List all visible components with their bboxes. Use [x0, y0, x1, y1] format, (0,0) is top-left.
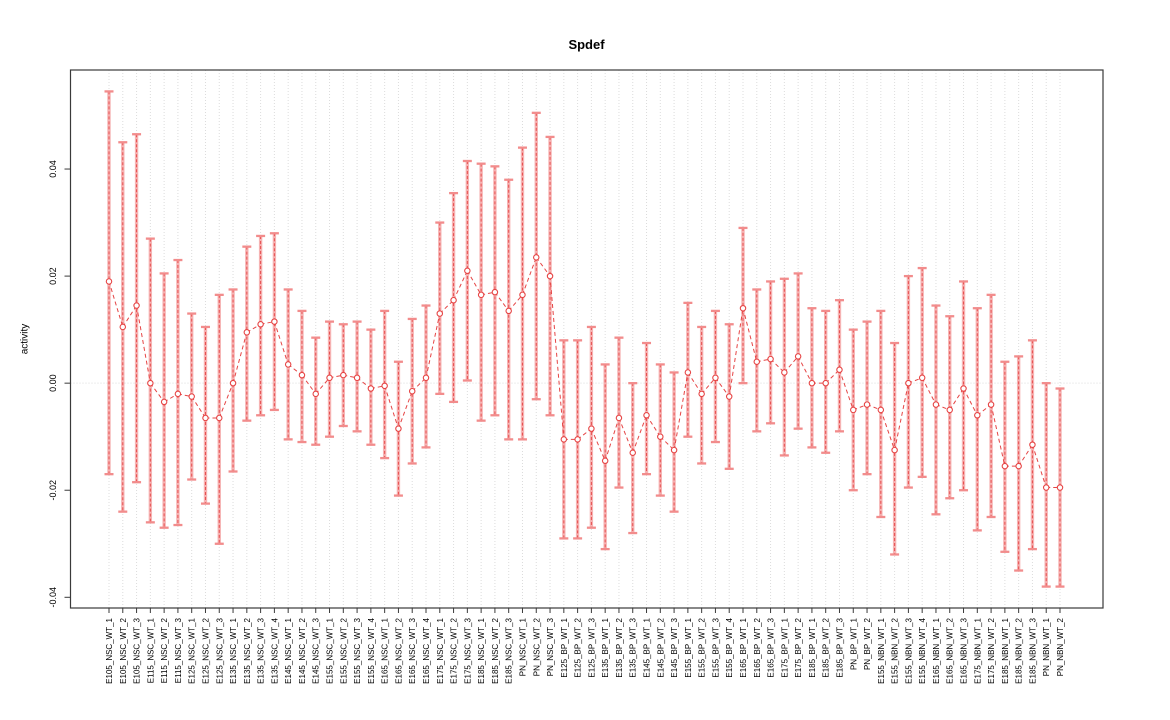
x-tick-label: E125_NSC_WT_2: [201, 617, 210, 683]
y-tick-label: -0.04: [48, 587, 58, 608]
x-tick-label: E185_NSC_WT_2: [491, 617, 500, 683]
data-points: [105, 254, 1064, 491]
x-tick-label: E135_NSC_WT_2: [243, 617, 252, 683]
x-tick-label: E165_NSC_WT_4: [422, 617, 431, 683]
x-tick-label: E165_NSC_WT_3: [408, 617, 417, 683]
x-tick-label: E125_BP_WT_3: [587, 617, 596, 677]
x-tick-label: E165_NBN_WT_2: [946, 617, 955, 683]
x-tick-label: PN_NBN_WT_2: [1056, 617, 1065, 676]
x-tick-label: E175_BP_WT_2: [794, 617, 803, 677]
error-whiskers: [108, 91, 1061, 587]
x-tick-label: E155_NBN_WT_2: [891, 617, 900, 683]
chart-title: Spdef: [568, 37, 605, 52]
x-tick-label: E185_BP_WT_1: [808, 617, 817, 677]
gridlines: [70, 70, 1103, 608]
x-tick-label: E165_BP_WT_1: [739, 617, 748, 677]
x-axis: E105_NSC_WT_1 E105_NSC_WT_2 E105_NSC_WT_3 E…: [105, 608, 1065, 684]
x-tick-label: PN_NBN_WT_1: [1042, 617, 1051, 676]
x-tick-label: PN_NSC_WT_1: [518, 617, 527, 676]
x-tick-label: E165_BP_WT_2: [753, 617, 762, 677]
x-tick-label: E185_NBN_WT_3: [1028, 617, 1037, 683]
x-tick-label: E175_NBN_WT_1: [973, 617, 982, 683]
x-tick-label: PN_NSC_WT_2: [532, 617, 541, 676]
x-tick-label: E115_NSC_WT_2: [160, 617, 169, 683]
x-tick-label: E155_NSC_WT_4: [367, 617, 376, 683]
x-tick-label: E125_BP_WT_1: [560, 617, 569, 677]
series-line: [108, 257, 1060, 489]
y-tick-label: 0.04: [48, 160, 58, 178]
x-tick-label: PN_BP_WT_2: [863, 617, 872, 670]
error-caps: [104, 90, 1065, 588]
x-tick-label: E105_NSC_WT_3: [133, 617, 142, 683]
x-tick-label: E145_BP_WT_1: [643, 617, 652, 677]
y-axis-label: activity: [19, 323, 31, 355]
x-tick-label: E185_NBN_WT_2: [1015, 617, 1024, 683]
y-axis: -0.04 -0.02 0.00 0.02 0.04: [48, 160, 71, 608]
x-tick-label: E145_NSC_WT_3: [312, 617, 321, 683]
x-tick-label: E185_NSC_WT_3: [505, 617, 514, 683]
x-tick-label: E185_NBN_WT_1: [1001, 617, 1010, 683]
x-tick-label: E155_BP_WT_1: [684, 617, 693, 677]
x-tick-label: E145_BP_WT_2: [656, 617, 665, 677]
x-tick-label: E165_NSC_WT_1: [381, 617, 390, 683]
x-tick-label: E175_NSC_WT_3: [463, 617, 472, 683]
x-tick-label: E175_NSC_WT_1: [436, 617, 445, 683]
x-tick-label: E135_NSC_WT_1: [229, 617, 238, 683]
x-tick-label: E135_NSC_WT_3: [257, 617, 266, 683]
x-tick-label: E165_BP_WT_3: [767, 617, 776, 677]
x-tick-label: E145_NSC_WT_2: [298, 617, 307, 683]
x-tick-label: E185_NSC_WT_1: [477, 617, 486, 683]
x-tick-label: E145_BP_WT_3: [670, 617, 679, 677]
x-tick-label: E135_BP_WT_2: [615, 617, 624, 677]
x-tick-label: E155_BP_WT_3: [711, 617, 720, 677]
x-tick-label: E175_NBN_WT_2: [987, 617, 996, 683]
x-tick-label: E155_NBN_WT_1: [877, 617, 886, 683]
x-tick-label: E115_NSC_WT_3: [174, 617, 183, 683]
y-tick-label: 0.02: [48, 267, 58, 285]
y-tick-label: 0.00: [48, 374, 58, 392]
x-tick-label: E155_NBN_WT_3: [904, 617, 913, 683]
x-tick-label: E125_NSC_WT_1: [188, 617, 197, 683]
x-tick-label: E185_BP_WT_3: [835, 617, 844, 677]
x-tick-label: E175_BP_WT_1: [780, 617, 789, 677]
x-tick-label: E165_NBN_WT_3: [960, 617, 969, 683]
x-tick-label: E155_NSC_WT_3: [353, 617, 362, 683]
x-tick-label: E125_BP_WT_2: [574, 617, 583, 677]
x-tick-label: PN_NSC_WT_3: [546, 617, 555, 676]
x-tick-label: E175_NSC_WT_2: [450, 617, 459, 683]
error-bands: [107, 91, 1062, 587]
x-tick-label: E145_NSC_WT_1: [284, 617, 293, 683]
x-tick-label: E165_NSC_WT_2: [394, 617, 403, 683]
x-tick-label: E135_BP_WT_3: [629, 617, 638, 677]
x-tick-label: E135_BP_WT_1: [601, 617, 610, 677]
x-tick-label: E155_NSC_WT_2: [339, 617, 348, 683]
x-tick-label: PN_BP_WT_1: [849, 617, 858, 670]
x-tick-label: E155_BP_WT_2: [698, 617, 707, 677]
x-tick-label: E185_BP_WT_2: [822, 617, 831, 677]
x-tick-label: E135_NSC_WT_4: [270, 617, 279, 683]
x-tick-label: E155_BP_WT_4: [725, 617, 734, 677]
x-tick-label: E125_NSC_WT_3: [215, 617, 224, 683]
x-tick-label: E115_NSC_WT_1: [146, 617, 155, 683]
x-tick-label: E105_NSC_WT_2: [119, 617, 128, 683]
plot-box: [69, 69, 1104, 609]
x-tick-label: E155_NSC_WT_1: [326, 617, 335, 683]
x-tick-label: E155_NBN_WT_4: [918, 617, 927, 683]
x-tick-label: E165_NBN_WT_1: [932, 617, 941, 683]
y-tick-label: -0.02: [48, 480, 58, 501]
x-tick-label: E105_NSC_WT_1: [105, 617, 114, 683]
